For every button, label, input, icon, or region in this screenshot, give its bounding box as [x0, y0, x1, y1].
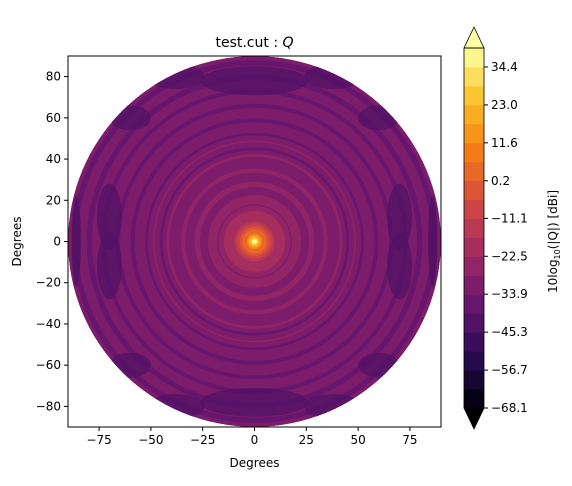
colorbar-segment	[464, 351, 484, 371]
colorbar-tick-label: 11.6	[491, 136, 518, 150]
colorbar-segment	[464, 332, 484, 352]
y-tick-label: −80	[36, 399, 61, 413]
colorbar-label-subscript: 10	[553, 249, 562, 259]
x-tick-label: 25	[299, 433, 314, 447]
colorbar-extend-top	[463, 26, 485, 49]
x-tick-label: 50	[350, 433, 365, 447]
colorbar-segment	[464, 370, 484, 390]
colorbar-label: 10log10(|Q|) [dBi]	[546, 190, 562, 293]
colorbar-segment	[464, 275, 484, 295]
chart-title-text: test.cut :	[215, 35, 282, 51]
colorbar-segment	[464, 142, 484, 163]
colorbar-tick-label: −56.7	[491, 363, 528, 377]
y-tick-label: 0	[53, 235, 61, 249]
colorbar-tick-label: −22.5	[491, 249, 528, 263]
colorbar-segment	[464, 389, 484, 409]
field-edge-lobe	[428, 196, 438, 287]
field-lobe	[97, 183, 122, 250]
x-tick-label: −50	[138, 433, 163, 447]
field-lobe	[387, 183, 412, 250]
y-tick-label: 20	[46, 193, 61, 207]
colorbar-segment	[464, 161, 484, 182]
field-rings	[68, 56, 441, 427]
colorbar-tick-label: 34.4	[491, 60, 518, 74]
colorbar-frame	[463, 47, 485, 409]
colorbar-tick-label: 0.2	[491, 174, 510, 188]
y-axis-label: Degrees	[10, 217, 24, 267]
colorbar: 34.4 23.0 11.6 0.2 −11.1 −22.5 −33.9 −45.3 −56.7…	[463, 26, 562, 430]
colorbar-segment	[464, 180, 484, 201]
colorbar-label-suffix: (|Q|) [dBi]	[546, 190, 560, 249]
colorbar-segment	[464, 256, 484, 276]
x-axis-ticks: −75 −50 −25 0 25 50 75	[86, 427, 418, 447]
colorbar-tick-label: 23.0	[491, 98, 518, 112]
colorbar-segment	[464, 218, 484, 238]
colorbar-segment	[464, 66, 484, 87]
colorbar-tick-label: −45.3	[491, 325, 528, 339]
colorbar-segment	[464, 48, 484, 68]
field-map	[68, 56, 441, 427]
colorbar-segments	[464, 48, 484, 409]
colorbar-segment	[464, 104, 484, 125]
x-tick-label: 0	[251, 433, 259, 447]
field-lobe	[97, 233, 122, 300]
colorbar-segment	[464, 123, 484, 144]
y-tick-label: 40	[46, 152, 61, 166]
field-edge-lobe	[71, 196, 81, 287]
y-tick-label: −20	[36, 276, 61, 290]
colorbar-segment	[464, 237, 484, 257]
colorbar-segment	[464, 85, 484, 106]
colorbar-ticks: 34.4 23.0 11.6 0.2 −11.1 −22.5 −33.9 −45.3 −56.7…	[484, 60, 528, 415]
field-lobe	[387, 233, 412, 300]
field-lobe	[200, 387, 309, 417]
colorbar-segment	[464, 313, 484, 333]
chart-title: test.cut : Q	[215, 35, 293, 51]
colorbar-segment	[464, 199, 484, 220]
colorbar-extend-bottom	[463, 407, 485, 430]
y-tick-label: −60	[36, 358, 61, 372]
y-tick-label: 60	[46, 111, 61, 125]
field-lobe	[200, 66, 309, 96]
colorbar-segment	[464, 294, 484, 314]
colorbar-tick-label: −33.9	[491, 287, 528, 301]
colorbar-label-prefix: 10log	[546, 259, 560, 293]
x-tick-label: −25	[190, 433, 215, 447]
x-axis-label: Degrees	[230, 456, 280, 470]
colorbar-tick-label: −11.1	[491, 211, 528, 225]
y-tick-label: −40	[36, 317, 61, 331]
x-tick-label: 75	[402, 433, 417, 447]
chart-title-variable: Q	[282, 35, 293, 51]
colorbar-tick-label: −68.1	[491, 401, 528, 415]
field-ring	[253, 240, 256, 243]
x-tick-label: −75	[86, 433, 111, 447]
y-axis-ticks: −80 −60 −40 −20 0 20 40 60 80	[36, 70, 68, 413]
plot-area	[67, 55, 442, 428]
y-tick-label: 80	[46, 70, 61, 84]
